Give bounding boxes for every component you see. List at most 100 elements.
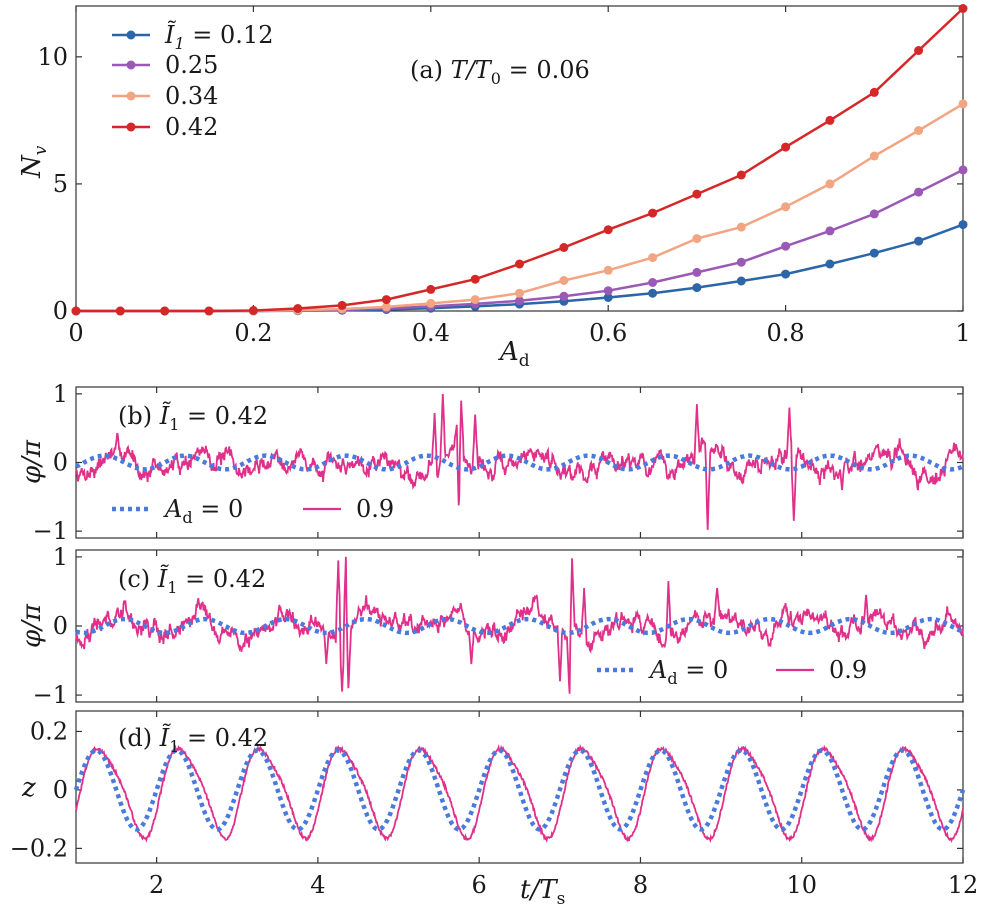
panel-b-ylabel: φ/π <box>17 439 47 484</box>
point-a-3-10 <box>515 259 524 269</box>
series-b-line-0 <box>75 453 965 472</box>
panel-b-series <box>75 393 965 530</box>
y-tick-label-b-1: 0 <box>53 449 68 477</box>
point-a-3-20 <box>958 4 968 13</box>
point-a-3-17 <box>825 115 835 125</box>
point-a-1-15 <box>736 257 746 267</box>
point-a-1-17 <box>825 226 835 236</box>
x-tick-label-d-1: 4 <box>310 871 325 899</box>
panel-a-frame <box>75 5 964 312</box>
panel-a-series <box>71 4 968 316</box>
panel-a-ylabel: Nv <box>17 145 51 179</box>
y-tick-label-b-2: 1 <box>53 380 68 408</box>
point-a-3-18 <box>869 87 879 97</box>
legend-a-marker-1 <box>126 60 136 70</box>
point-a-1-12 <box>603 286 613 296</box>
point-a-3-12 <box>603 225 613 235</box>
x-tick-label-a-3: 0.6 <box>589 319 627 347</box>
point-a-1-14 <box>692 267 702 277</box>
legend-c-label-1: 0.9 <box>829 656 867 684</box>
point-a-3-13 <box>648 208 658 218</box>
y-tick-label-d-1: 0 <box>53 776 68 804</box>
series-b-line-1 <box>75 393 964 530</box>
point-a-2-16 <box>781 202 791 212</box>
x-tick-label-a-4: 0.8 <box>767 319 805 347</box>
panel-b-label: (b) Ĩ1 = 0.42 <box>118 401 268 434</box>
point-a-3-4 <box>248 306 258 315</box>
point-a-2-15 <box>736 222 746 232</box>
point-a-1-20 <box>958 165 968 175</box>
point-a-0-14 <box>692 283 702 293</box>
legend-b-label-1: 0.9 <box>356 495 394 523</box>
legend-a-marker-0 <box>126 30 136 40</box>
panel-b: −1 0 1 (b) Ĩ1 = 0.42 Ad = 0 0.9 φ/π <box>17 380 965 545</box>
x-tick-label-a-2: 0.4 <box>412 319 450 347</box>
point-a-2-7 <box>381 302 391 312</box>
panel-a-xlabel: Ad <box>498 337 530 371</box>
point-a-1-16 <box>781 241 791 251</box>
y-tick-label-a-0: 0 <box>53 297 68 325</box>
point-a-0-20 <box>958 220 968 230</box>
y-tick-label-c-1: 0 <box>53 612 68 640</box>
point-a-0-16 <box>781 269 791 279</box>
point-a-2-19 <box>914 126 924 135</box>
point-a-2-12 <box>603 265 613 275</box>
point-a-1-10 <box>515 296 524 306</box>
y-tick-label-d-2: 0.2 <box>30 717 68 745</box>
y-tick-label-a-1: 5 <box>53 170 68 198</box>
legend-b-label-0: Ad = 0 <box>163 495 243 527</box>
panel-d-ylabel: z <box>21 773 36 803</box>
x-tick-label-a-1: 0.2 <box>234 319 272 347</box>
x-tick-label-d-2: 6 <box>472 871 487 899</box>
point-a-3-6 <box>337 300 347 310</box>
point-a-3-2 <box>160 306 170 316</box>
panel-b-ticks: −1 0 1 <box>33 380 964 545</box>
panel-d: 2 4 6 8 10 12 −0.2 0 0.2 (d) Ĩ1 = 0.42 z t/Ts <box>10 710 978 909</box>
point-a-3-0 <box>71 306 81 316</box>
panel-c-legend: Ad = 0 0.9 <box>597 656 867 688</box>
point-a-2-10 <box>515 288 524 298</box>
panel-c-label: (c) Ĩ1 = 0.42 <box>118 564 266 597</box>
panel-a-label: (a) T/T0 = 0.06 <box>410 56 590 88</box>
point-a-3-14 <box>692 189 702 199</box>
legend-a-label-1: 0.25 <box>165 51 218 79</box>
series-d-line-0 <box>73 748 966 832</box>
point-a-0-17 <box>825 259 835 269</box>
point-a-2-20 <box>958 99 968 109</box>
y-tick-label-a-2: 10 <box>37 43 68 71</box>
point-a-3-8 <box>426 284 436 294</box>
x-tick-label-d-4: 10 <box>786 871 817 899</box>
point-a-2-8 <box>426 298 436 308</box>
point-a-0-18 <box>869 248 879 258</box>
series-c-line-1 <box>75 556 964 694</box>
legend-c-label-0: Ad = 0 <box>648 656 728 688</box>
x-tick-label-a-0: 0 <box>68 319 83 347</box>
y-tick-label-b-0: −1 <box>33 517 68 545</box>
x-tick-label-d-3: 8 <box>633 871 648 899</box>
y-tick-label-d-0: −0.2 <box>10 834 68 862</box>
point-a-3-11 <box>559 243 569 252</box>
legend-a-label-3: 0.42 <box>165 113 218 141</box>
point-a-1-11 <box>559 291 569 301</box>
point-a-3-19 <box>914 46 924 55</box>
y-tick-label-c-2: 1 <box>53 543 68 571</box>
point-a-0-15 <box>736 276 746 286</box>
panel-d-xlabel: t/Ts <box>520 875 565 909</box>
panel-d-series <box>73 743 966 844</box>
point-a-3-3 <box>204 306 214 316</box>
point-a-1-13 <box>648 278 658 287</box>
point-a-3-15 <box>736 170 746 180</box>
y-tick-label-c-0: −1 <box>33 681 68 709</box>
legend-a-marker-3 <box>126 122 136 132</box>
panel-a-legend: Ĩ1 = 0.12 0.25 0.34 0.42 <box>112 20 273 141</box>
panel-c-ticks: −1 0 1 <box>33 543 964 709</box>
point-a-0-19 <box>914 236 924 246</box>
point-a-0-12 <box>603 293 613 302</box>
point-a-0-13 <box>648 288 658 298</box>
panel-c-series <box>75 556 964 694</box>
panel-c-ylabel: φ/π <box>17 603 47 648</box>
legend-a-marker-2 <box>126 91 136 101</box>
